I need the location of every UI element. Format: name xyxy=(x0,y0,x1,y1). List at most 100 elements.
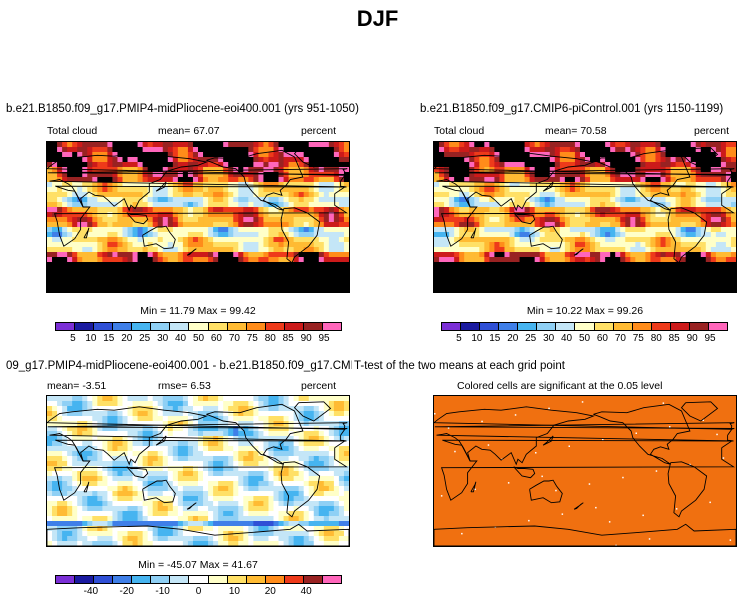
grid-cell xyxy=(610,152,616,158)
grid-cell xyxy=(720,262,727,268)
grid-cell xyxy=(142,232,149,238)
grid-cell xyxy=(670,172,677,178)
grid-cell xyxy=(218,147,224,153)
grid-cell xyxy=(112,481,118,487)
grid-cell xyxy=(223,456,229,462)
grid-cell xyxy=(218,227,224,233)
colorbar-swatch xyxy=(208,323,228,330)
grid-cell xyxy=(142,466,149,472)
grid-cell xyxy=(615,232,621,238)
grid-cell xyxy=(680,142,687,148)
grid-cell xyxy=(569,167,576,173)
grid-cell xyxy=(690,237,697,243)
grid-cell xyxy=(685,222,692,228)
grid-cell xyxy=(323,237,330,243)
grid-cell xyxy=(469,212,475,218)
grid-cell xyxy=(519,252,526,258)
grid-cell xyxy=(137,401,144,407)
grid-cell xyxy=(333,252,340,258)
grid-cell xyxy=(615,212,621,218)
grid-cell xyxy=(333,481,340,487)
grid-cell xyxy=(645,267,651,273)
grid-cell xyxy=(238,282,244,288)
grid-cell xyxy=(152,202,159,208)
grid-cell xyxy=(243,431,249,437)
grid-cell xyxy=(318,162,325,168)
grid-cell xyxy=(87,152,93,158)
grid-cell xyxy=(288,242,295,248)
grid-cell xyxy=(595,187,601,193)
grid-cell xyxy=(82,202,88,208)
grid-cell xyxy=(705,252,712,258)
grid-cell xyxy=(147,257,154,263)
grid-cell xyxy=(439,182,445,188)
grid-cell xyxy=(167,406,174,412)
grid-cell xyxy=(705,192,712,198)
grid-cell xyxy=(213,476,219,482)
grid-cell xyxy=(273,207,280,213)
grid-cell xyxy=(489,262,495,268)
grid-cell xyxy=(127,421,134,427)
grid-cell xyxy=(122,242,129,248)
grid-cell xyxy=(514,162,521,168)
grid-cell xyxy=(208,446,214,452)
grid-cell xyxy=(213,157,219,163)
grid-cell xyxy=(499,177,505,183)
grid-cell xyxy=(308,192,315,198)
grid-cell xyxy=(559,157,566,163)
grid-cell xyxy=(238,227,244,233)
grid-cell xyxy=(690,262,697,268)
grid-cell xyxy=(97,496,103,502)
grid-cell xyxy=(444,277,450,283)
grid-cell xyxy=(725,257,732,263)
grid-cell xyxy=(564,242,571,248)
grid-cell xyxy=(504,147,510,153)
grid-cell xyxy=(228,282,234,288)
grid-cell xyxy=(484,237,490,243)
grid-cell xyxy=(293,496,300,502)
grid-cell xyxy=(117,172,123,178)
grid-cell xyxy=(57,242,63,248)
grid-cell xyxy=(298,491,305,497)
grid-cell xyxy=(605,177,611,183)
grid-cell xyxy=(112,451,118,457)
grid-cell xyxy=(600,222,606,228)
grid-cell xyxy=(313,431,320,437)
grid-cell xyxy=(268,152,274,158)
grid-cell xyxy=(142,262,149,268)
grid-cell xyxy=(82,267,88,273)
grid-cell xyxy=(132,207,139,213)
grid-cell xyxy=(268,476,274,482)
grid-cell xyxy=(710,282,717,288)
grid-cell xyxy=(72,406,78,412)
grid-cell xyxy=(303,431,310,437)
grid-cell xyxy=(167,461,174,467)
grid-cell xyxy=(157,456,164,462)
grid-cell xyxy=(298,222,305,228)
grid-cell xyxy=(484,227,490,233)
grid-cell xyxy=(328,401,335,407)
grid-cell xyxy=(238,162,244,168)
grid-cell xyxy=(233,267,239,273)
grid-cell xyxy=(223,476,229,482)
grid-cell xyxy=(308,197,315,203)
grid-cell xyxy=(152,182,159,188)
grid-cell xyxy=(213,461,219,467)
grid-cell xyxy=(574,167,581,173)
grid-cell xyxy=(112,227,118,233)
grid-cell xyxy=(162,257,169,263)
grid-cell xyxy=(132,262,139,268)
grid-cell xyxy=(665,252,672,258)
grid-cell xyxy=(630,152,636,158)
grid-cell xyxy=(650,277,656,283)
grid-cell xyxy=(620,242,626,248)
grid-cell xyxy=(499,247,505,253)
grid-cell xyxy=(504,167,510,173)
grid-cell xyxy=(208,406,214,412)
grid-cell xyxy=(298,416,305,422)
grid-cell xyxy=(162,227,169,233)
grid-cell xyxy=(529,217,536,223)
grid-cell xyxy=(122,456,129,462)
grid-cell xyxy=(645,187,651,193)
grid-cell xyxy=(680,192,687,198)
